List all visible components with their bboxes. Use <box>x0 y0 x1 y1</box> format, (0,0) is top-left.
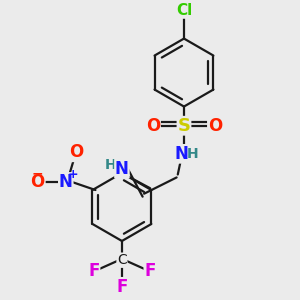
Text: O: O <box>146 117 160 135</box>
Text: F: F <box>144 262 156 280</box>
Text: F: F <box>116 278 128 296</box>
Text: C: C <box>117 253 127 267</box>
Text: N: N <box>59 173 73 191</box>
Text: F: F <box>88 262 100 280</box>
Text: S: S <box>178 117 190 135</box>
Text: H: H <box>186 147 198 161</box>
Text: N: N <box>175 145 189 163</box>
Text: O: O <box>69 143 83 161</box>
Text: Cl: Cl <box>176 3 192 18</box>
Text: H: H <box>105 158 116 172</box>
Text: +: + <box>68 168 79 181</box>
Text: N: N <box>115 160 129 178</box>
Text: O: O <box>208 117 222 135</box>
Text: O: O <box>31 173 45 191</box>
Text: −: − <box>31 166 43 180</box>
